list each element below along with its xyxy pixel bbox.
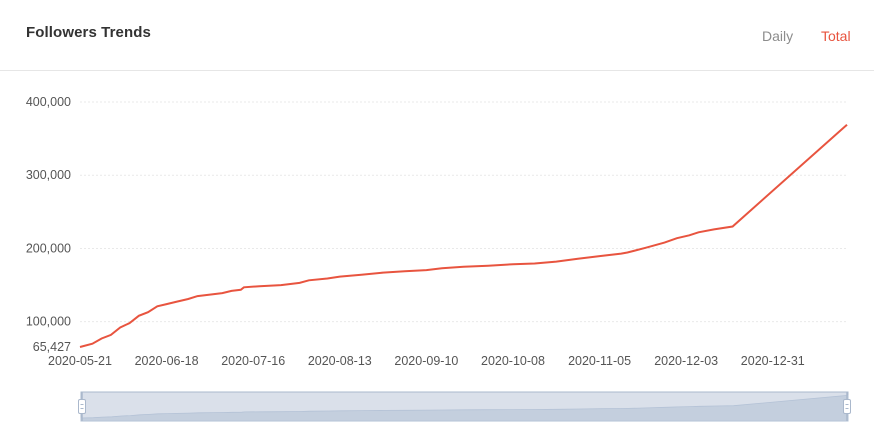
series-line-total: [79, 123, 848, 348]
grid-lines: [80, 101, 847, 323]
x-tick-label: 2020-07-16: [221, 354, 285, 368]
x-tick-label: 2020-08-13: [308, 354, 372, 368]
tab-daily[interactable]: Daily: [762, 28, 794, 44]
slider-handle-grip: [843, 399, 851, 414]
x-tick-label: 2020-05-21: [48, 354, 112, 368]
card-header: Followers Trends Daily Total: [0, 0, 874, 71]
slider-right-handle[interactable]: [843, 392, 851, 421]
followers-line-chart: 65,427 100,000 200,000 300,000 400,000 2020-…: [26, 95, 851, 422]
x-tick-label: 2020-06-18: [135, 354, 199, 368]
y-tick-label: 65,427: [33, 340, 71, 354]
x-axis-ticks: 2020-05-21 2020-06-18 2020-07-16 2020-08-13…: [48, 354, 805, 368]
y-axis-ticks: 65,427 100,000 200,000 300,000 400,000: [26, 95, 71, 354]
x-tick-label: 2020-12-31: [741, 354, 805, 368]
tab-total[interactable]: Total: [821, 28, 851, 44]
slider-preview-area: [80, 394, 849, 422]
y-tick-label: 300,000: [26, 168, 71, 182]
x-tick-label: 2020-10-08: [481, 354, 545, 368]
x-tick-label: 2020-12-03: [654, 354, 718, 368]
y-tick-label: 200,000: [26, 241, 71, 255]
slider-handle-grip: [78, 399, 86, 414]
y-tick-label: 100,000: [26, 315, 71, 329]
data-zoom-slider[interactable]: [78, 391, 851, 422]
x-tick-label: 2020-11-05: [568, 354, 631, 368]
chart-title: Followers Trends: [26, 24, 151, 41]
x-tick-label: 2020-09-10: [394, 354, 458, 368]
slider-left-handle[interactable]: [78, 392, 86, 421]
y-tick-label: 400,000: [26, 95, 71, 109]
